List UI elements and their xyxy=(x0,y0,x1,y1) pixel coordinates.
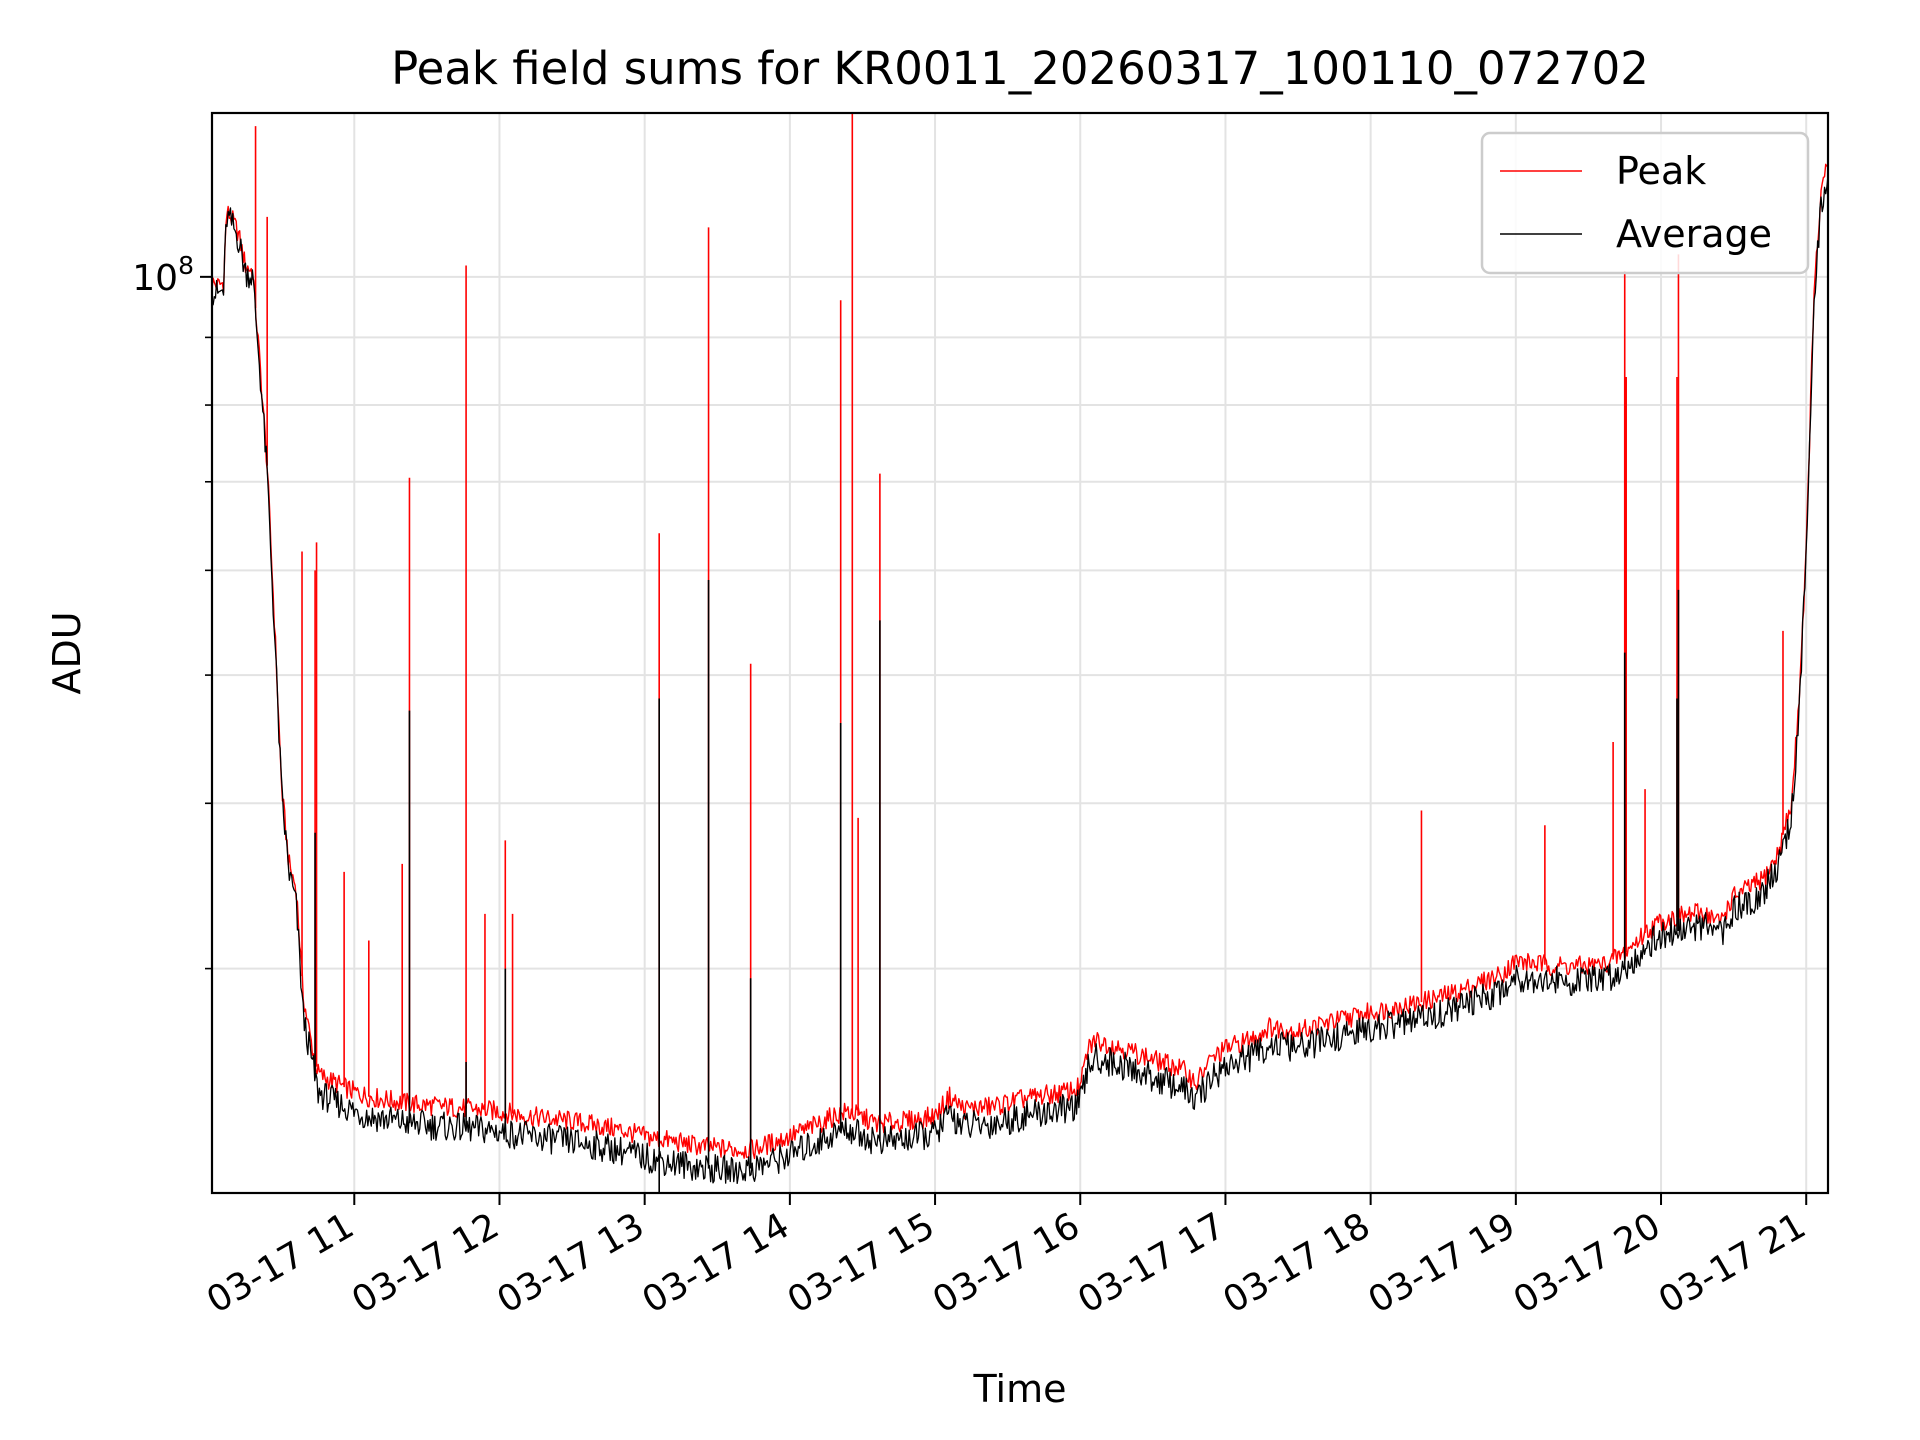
x-axis-label: Time xyxy=(973,1367,1067,1411)
series-line-peak xyxy=(212,163,1828,1160)
y-tick-label-base: 10 xyxy=(132,258,178,299)
y-axis-label: ADU xyxy=(45,611,89,694)
legend-peak-label: Peak xyxy=(1616,149,1706,193)
axes-frame xyxy=(210,111,1830,1195)
y-tick-label: 108 xyxy=(132,251,194,299)
y-tick-label-exponent: 8 xyxy=(178,251,194,280)
legend: Peak Average xyxy=(1480,131,1810,275)
chart-title: Peak field sums for KR0011_20260317_1001… xyxy=(391,42,1649,95)
plot-area xyxy=(212,113,1828,1193)
grid xyxy=(212,113,1828,1193)
series-average xyxy=(212,175,1828,1193)
series-line-average xyxy=(212,175,1828,1185)
y-axis: 108 xyxy=(132,251,212,970)
legend-average-label: Average xyxy=(1616,212,1772,256)
legend-box xyxy=(1480,131,1810,275)
